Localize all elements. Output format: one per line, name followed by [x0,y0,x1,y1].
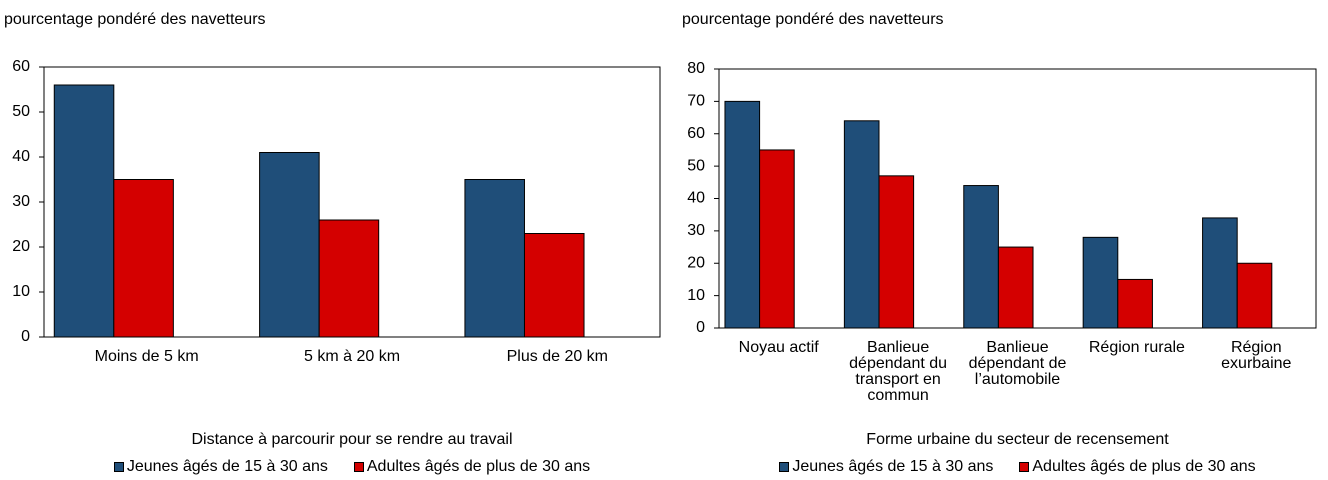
legend-label: Jeunes âgés de 15 à 30 ans [126,458,328,475]
legend-label: Jeunes âgés de 15 à 30 ans [792,458,994,475]
x-tick-label: Plus de 20 km [506,348,609,365]
y-tick-label: 20 [12,238,30,255]
plot-frame [718,68,1317,329]
bar [523,233,585,338]
x-tick-label: Banlieue dépendant du transport en commu… [849,339,948,404]
legend-item: Jeunes âgés de 15 à 30 ans [113,458,328,476]
y-tick-label: 10 [687,287,705,304]
legend-label: Adultes âgés de plus de 30 ans [366,458,591,475]
bar [759,149,795,329]
x-tick-label: 5 km à 20 km [303,348,401,365]
x-axis-title: Distance à parcourir pour se rendre au t… [191,431,512,448]
bar [1082,236,1119,329]
y-tick-label: 20 [687,254,705,271]
legend-item: Jeunes âgés de 15 à 30 ans [779,458,993,476]
legend-swatch [353,462,364,472]
bar [724,100,761,329]
legend-swatch [779,462,790,472]
y-tick-label: 0 [21,328,30,345]
legend-swatch [1019,462,1030,472]
bar [53,84,115,338]
y-tick-label: 70 [687,93,705,110]
y-tick-label: 80 [687,60,705,77]
x-tick-label: Région exurbaine [1221,339,1292,372]
x-tick-label: Noyau actif [738,339,819,356]
y-tick-label: 40 [687,190,705,207]
y-tick-label: 10 [12,283,30,300]
y-tick-label: 60 [687,125,705,142]
legend-swatch [113,462,124,472]
bar [878,175,915,329]
y-tick-label: 0 [696,319,705,336]
y-tick-label: 30 [12,193,30,210]
y-tick-label: 50 [687,157,705,174]
y-tick-label: 50 [12,103,30,120]
x-tick-label: Région rurale [1088,339,1185,356]
x-tick-label: Moins de 5 km [94,348,199,365]
y-tick-label: 40 [12,148,30,165]
bar [113,179,174,338]
plot-frame [43,66,661,338]
bar [1117,278,1153,329]
legend-item: Adultes âgés de plus de 30 ans [353,458,591,476]
bar [1236,262,1273,329]
bar [1202,217,1238,329]
y-tick-label: 30 [687,222,705,239]
x-tick-label: Banlieue dépendant de l’automobile [968,339,1067,388]
legend-item: Adultes âgés de plus de 30 ans [1019,458,1256,476]
bar [997,246,1034,329]
bar [963,185,999,329]
y-axis-title: pourcentage pondéré des navetteurs [4,11,266,28]
legend: Jeunes âgés de 15 à 30 ans Adultes âgés d… [719,458,1316,476]
bar [318,219,380,338]
bar [464,179,525,338]
legend-label: Adultes âgés de plus de 30 ans [1032,458,1256,475]
bar [259,152,320,338]
bar [843,120,880,329]
legend: Jeunes âgés de 15 à 30 ans Adultes âgés d… [44,458,660,476]
y-tick-label: 60 [12,58,30,75]
y-axis-title: pourcentage pondéré des navetteurs [682,11,944,28]
x-axis-title: Forme urbaine du secteur de recensement [866,431,1169,448]
